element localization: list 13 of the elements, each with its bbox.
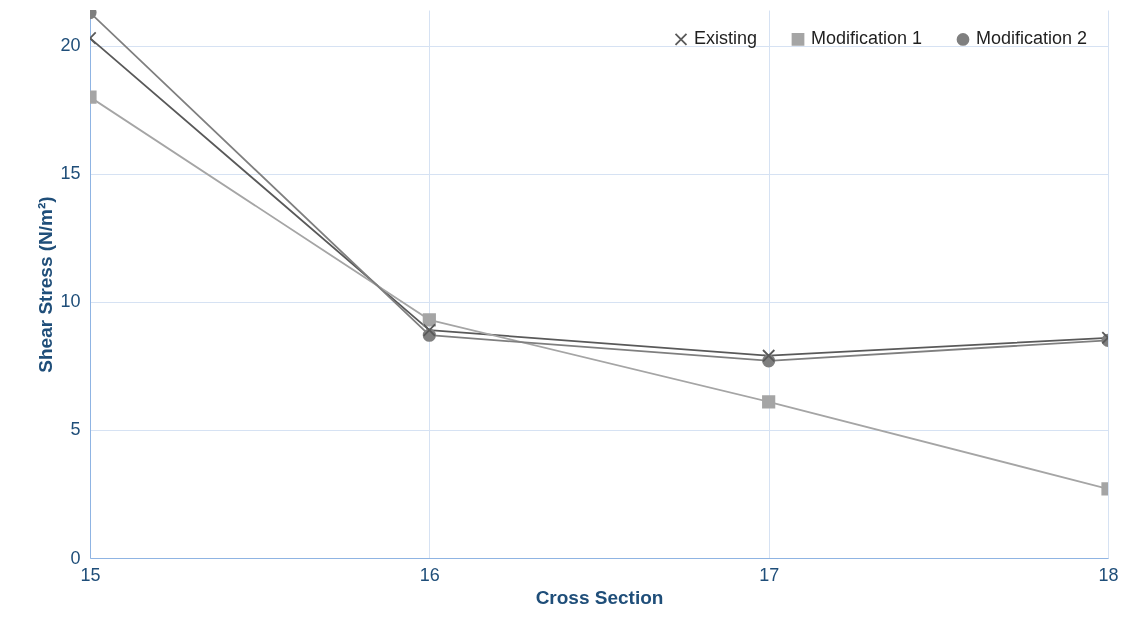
- y-tick-label: 20: [60, 35, 81, 56]
- y-tick-label: 15: [60, 163, 81, 184]
- legend-label: Modification 1: [811, 28, 923, 49]
- x-tick-label: 16: [419, 564, 440, 585]
- x-axis-title: Cross Section: [535, 586, 664, 608]
- legend-label: Existing: [694, 28, 758, 49]
- x-tick-label: 17: [759, 564, 780, 585]
- y-tick-label: 5: [70, 419, 81, 440]
- x-tick-label: 18: [1098, 564, 1119, 585]
- y-axis-title: Shear Stress (N/m²): [35, 196, 57, 373]
- legend-label: Modification 2: [976, 28, 1088, 49]
- y-tick-label: 0: [70, 547, 81, 568]
- y-tick-label: 10: [60, 291, 81, 312]
